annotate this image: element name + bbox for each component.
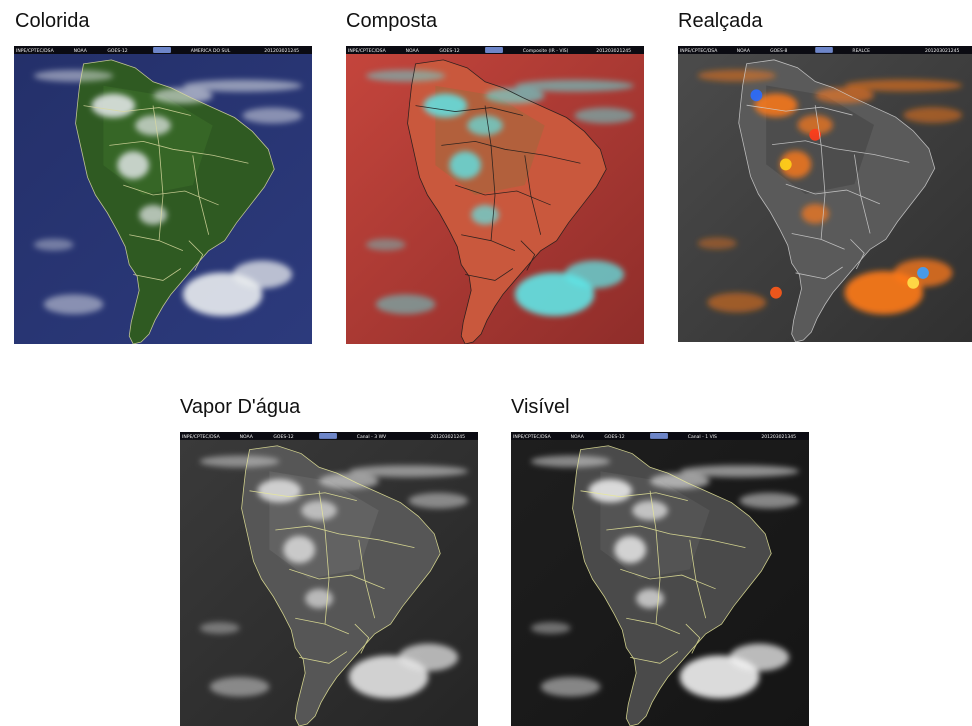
satellite-image-colorida: INPE/CPTEC/DSA NOAA GOES-12 AMERICA DO SUL 2… — [14, 46, 312, 344]
satellite-image-composta: INPE/CPTEC/DSA NOAA GOES-12 Composite (IR -… — [346, 46, 644, 344]
satellite-svg: INPE/CPTEC/DSA NOAA GOES-12 Composite (IR -… — [346, 46, 644, 344]
political-borders — [75, 59, 275, 344]
header-product: Canal - 1 VIS — [688, 434, 717, 440]
header-satellite: GOES-12 — [604, 434, 624, 440]
header-product: REALCE — [852, 48, 870, 54]
header-timestamp: 201203021245 — [925, 48, 959, 54]
header-timestamp: 201203021245 — [264, 48, 299, 54]
political-borders — [407, 59, 607, 344]
header-agency: NOAA — [737, 48, 751, 54]
satellite-svg: INPE/CPTEC/DSA NOAA GOES-12 AMERICA DO SUL 2… — [14, 46, 312, 344]
header-agency: NOAA — [74, 48, 88, 54]
header-agency: NOAA — [406, 48, 420, 54]
header-satellite: GOES-12 — [107, 48, 127, 54]
satellite-image-realcada: INPE/CPTEC/DSA NOAA GOES-8 REALCE 2012030212… — [678, 46, 972, 342]
satellite-image-visivel: INPE/CPTEC/DSA NOAA GOES-12 Canal - 1 VIS 20… — [511, 432, 809, 726]
header-satellite: GOES-12 — [439, 48, 459, 54]
panel-title-composta: Composta — [346, 10, 438, 32]
header-source: INPE/CPTEC/DSA — [348, 48, 387, 54]
header-timestamp: 201203021345 — [761, 434, 796, 440]
cptec-logo-icon — [650, 432, 668, 439]
header-source: INPE/CPTEC/DSA — [16, 48, 55, 54]
cloud-cover — [530, 455, 800, 699]
header-product: AMERICA DO SUL — [191, 48, 231, 54]
political-borders — [572, 445, 772, 726]
cptec-logo-icon — [319, 432, 337, 439]
cptec-logo-icon — [153, 46, 171, 53]
satellite-svg: INPE/CPTEC/DSA NOAA GOES-12 Canal - 1 VIS 20… — [511, 432, 809, 726]
satellite-svg: INPE/CPTEC/DSA NOAA GOES-12 Canal - 3 WV 201… — [180, 432, 478, 726]
header-source: INPE/CPTEC/DSA — [182, 434, 221, 440]
header-timestamp: 201203021245 — [596, 48, 631, 54]
header-satellite: GOES-8 — [770, 48, 787, 54]
political-borders — [738, 59, 936, 342]
header-agency: NOAA — [240, 434, 254, 440]
header-product: Composite (IR - VIS) — [523, 48, 569, 54]
cloud-cover — [199, 455, 469, 699]
header-product: Canal - 3 WV — [357, 434, 387, 440]
header-source: INPE/CPTEC/DSA — [513, 434, 552, 440]
header-agency: NOAA — [571, 434, 585, 440]
header-source: INPE/CPTEC/DSA — [680, 48, 718, 54]
header-satellite: GOES-12 — [273, 434, 293, 440]
cptec-logo-icon — [485, 46, 503, 53]
cptec-logo-icon — [815, 46, 833, 53]
header-timestamp: 201203021245 — [430, 434, 465, 440]
panel-title-colorida: Colorida — [15, 10, 90, 32]
panel-title-vapor: Vapor D'água — [180, 396, 301, 418]
satellite-svg: INPE/CPTEC/DSA NOAA GOES-8 REALCE 2012030212… — [678, 46, 972, 342]
panel-title-realcada: Realçada — [678, 10, 763, 32]
cloud-cover — [33, 69, 303, 317]
political-borders — [241, 445, 441, 726]
panel-title-visivel: Visível — [511, 396, 570, 418]
satellite-image-vapor: INPE/CPTEC/DSA NOAA GOES-12 Canal - 3 WV 201… — [180, 432, 478, 726]
